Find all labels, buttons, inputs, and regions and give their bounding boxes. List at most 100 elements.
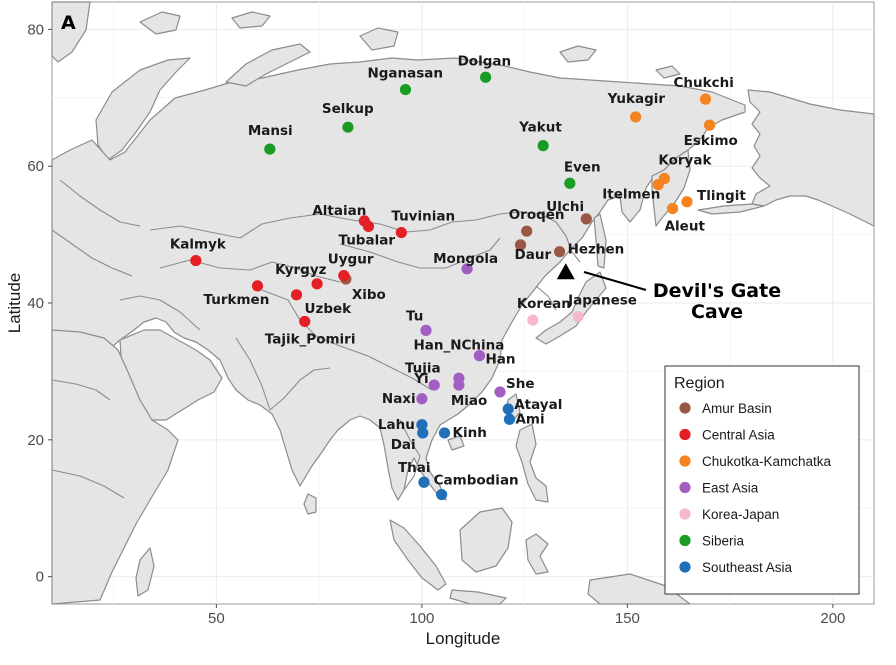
label-hezhen: Hezhen bbox=[568, 242, 625, 258]
land-sulawesi bbox=[525, 533, 549, 575]
point-ulchi bbox=[580, 213, 592, 225]
y-axis-title: Latitude bbox=[5, 273, 24, 334]
label-kinh: Kinh bbox=[453, 425, 487, 441]
label-xibo: Xibo bbox=[352, 287, 386, 303]
border-iran bbox=[119, 295, 201, 331]
label-miao: Miao bbox=[451, 393, 487, 409]
label-uzbek: Uzbek bbox=[305, 301, 353, 317]
point-cambodian bbox=[436, 488, 448, 501]
border-africa-mid bbox=[51, 469, 125, 499]
legend-label: Siberia bbox=[702, 534, 745, 549]
population-labels: Oroqen Daur Hezhen Ulchi Xibo Altaian Tubalar T… bbox=[170, 53, 747, 488]
border-indochina bbox=[399, 419, 421, 491]
label-naxi: Naxi bbox=[382, 391, 416, 407]
legend-title: Region bbox=[674, 375, 725, 392]
point-mansi bbox=[264, 143, 276, 155]
label-tubalar: Tubalar bbox=[338, 232, 395, 248]
label-daur: Daur bbox=[515, 247, 552, 263]
point-yi bbox=[428, 379, 440, 391]
land-new-siberian bbox=[559, 45, 597, 63]
legend-label: East Asia bbox=[702, 481, 759, 496]
point-uzbek bbox=[290, 289, 303, 301]
land-philippines bbox=[515, 423, 549, 503]
border-europe2 bbox=[51, 229, 133, 277]
border-korea bbox=[535, 285, 557, 311]
label-dai: Dai bbox=[391, 437, 416, 453]
cave-triangle-marker bbox=[556, 263, 575, 280]
legend-key-siberia bbox=[679, 534, 691, 547]
point-han bbox=[473, 350, 486, 362]
land-borneo bbox=[459, 507, 513, 573]
point-yukagir bbox=[630, 111, 642, 123]
label-thai: Thai bbox=[398, 460, 431, 476]
label-ulchi: Ulchi bbox=[546, 199, 584, 215]
point-chukchi bbox=[699, 93, 712, 105]
legend-label: Central Asia bbox=[702, 428, 775, 443]
cave-pointer-line bbox=[583, 271, 647, 291]
point-tuvinian bbox=[395, 226, 407, 239]
point-tajik-pomiri bbox=[299, 315, 311, 328]
x-tick-label: 200 bbox=[820, 610, 845, 627]
x-tick-label: 100 bbox=[409, 610, 434, 627]
label-she: She bbox=[506, 376, 535, 392]
panel-letter: A bbox=[61, 12, 76, 34]
label-oroqen: Oroqen bbox=[509, 207, 565, 223]
border-africa-north bbox=[51, 379, 111, 401]
legend-key-korea-japan bbox=[679, 508, 691, 520]
point-hezhen bbox=[553, 246, 566, 258]
legend-key-southeast-asia bbox=[679, 561, 691, 573]
legend-label: Korea-Japan bbox=[702, 507, 779, 522]
border-russia-south bbox=[149, 211, 581, 263]
cave-label-line2: Cave bbox=[691, 301, 743, 323]
legend-key-east-asia bbox=[679, 481, 691, 494]
point-kinh bbox=[438, 427, 451, 439]
border-china-west bbox=[261, 289, 433, 391]
point-she bbox=[494, 386, 506, 398]
y-tick-label: 0 bbox=[36, 569, 44, 586]
land-novaya-zemlya bbox=[225, 43, 311, 87]
border-europe1 bbox=[59, 179, 141, 227]
point-daur bbox=[514, 239, 527, 251]
label-atayal: Atayal bbox=[514, 397, 562, 413]
y-tick-label: 20 bbox=[27, 432, 44, 449]
legend-box bbox=[664, 365, 860, 595]
label-altaian: Altaian bbox=[312, 203, 366, 219]
point-yakut bbox=[537, 140, 549, 152]
point-itelmen bbox=[652, 179, 664, 191]
land-kamchatka bbox=[651, 149, 691, 227]
legend-label: Southeast Asia bbox=[702, 560, 793, 575]
label-mongola: Mongola bbox=[433, 251, 498, 267]
label-selkup: Selkup bbox=[322, 101, 374, 117]
legend-label: Amur Basin bbox=[702, 401, 772, 416]
land-eurasia bbox=[51, 57, 746, 501]
legend-items: Amur Basin Central Asia Chukotka-Kamchatka… bbox=[679, 401, 832, 575]
label-eskimo: Eskimo bbox=[684, 133, 738, 149]
label-aleut: Aleut bbox=[665, 219, 706, 235]
point-oroqen bbox=[521, 225, 533, 237]
label-even: Even bbox=[564, 159, 601, 175]
label-tuvinian: Tuvinian bbox=[391, 209, 455, 225]
point-tlingit bbox=[681, 196, 693, 208]
legend-key-amur-basin bbox=[679, 402, 691, 414]
land-java bbox=[449, 589, 507, 605]
y-tick-label: 60 bbox=[27, 158, 44, 175]
label-dolgan: Dolgan bbox=[458, 53, 512, 69]
land-alaska bbox=[747, 89, 875, 227]
point-turkmen bbox=[251, 280, 264, 292]
label-tajik-pomiri: Tajik_Pomiri bbox=[265, 331, 356, 347]
point-uygur bbox=[338, 270, 350, 282]
y-tick-label: 80 bbox=[27, 21, 44, 38]
label-tlingit: Tlingit bbox=[697, 188, 746, 204]
label-nganasan: Nganasan bbox=[367, 66, 443, 82]
land-severnaya-zemlya bbox=[359, 27, 399, 51]
label-han-nchina: Han_NChina bbox=[413, 338, 504, 354]
point-selkup bbox=[342, 121, 354, 133]
point-miao bbox=[453, 379, 465, 391]
land-srilanka bbox=[303, 493, 317, 515]
label-itelmen: Itelmen bbox=[602, 187, 660, 203]
point-dai bbox=[417, 427, 429, 439]
land-new-guinea bbox=[587, 573, 691, 605]
label-tujia: Tujia bbox=[405, 360, 441, 376]
border-mongolia bbox=[339, 237, 501, 269]
